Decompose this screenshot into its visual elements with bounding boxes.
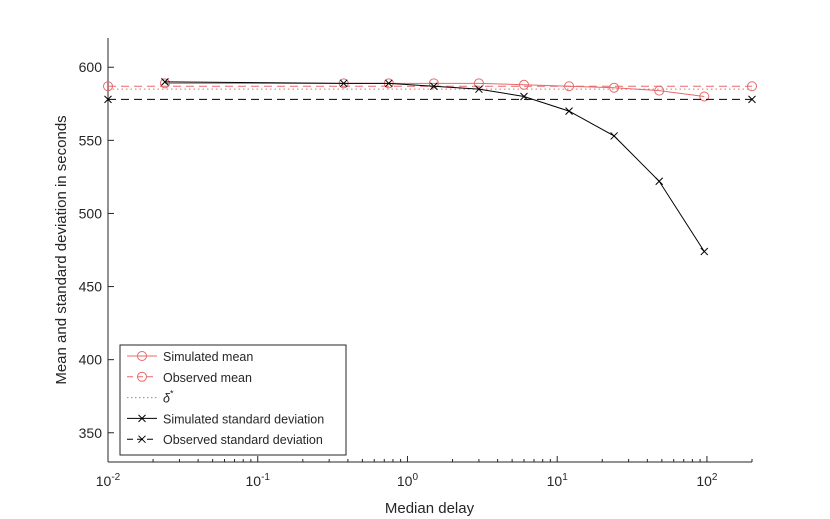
- plot-area: [107, 38, 752, 463]
- series-1: [103, 81, 757, 92]
- y-axis: 350 400 450 500 550 600: [79, 59, 114, 441]
- legend-marker: [138, 414, 146, 423]
- legend-label: Observed mean: [163, 371, 252, 385]
- series-line: [164, 81, 705, 252]
- y-tick-label: 400: [79, 352, 103, 368]
- y-axis-title: Mean and standard deviation in seconds: [53, 115, 70, 384]
- data-point: [520, 92, 528, 101]
- data-point: [747, 81, 757, 92]
- series-layer: [103, 78, 757, 256]
- x-tick-label: 100: [397, 472, 419, 489]
- data-point: [429, 82, 438, 91]
- data-point: [161, 78, 169, 86]
- x-axis: 10-2 10-1 100 101 102: [96, 456, 753, 489]
- legend-item: Simulated mean: [127, 350, 253, 364]
- data-point: [384, 79, 393, 88]
- legend-label: Observed standard deviation: [163, 433, 323, 447]
- y-tick-label: 450: [79, 279, 103, 295]
- data-point: [339, 79, 348, 88]
- legend-marker: [138, 435, 146, 444]
- data-point: [699, 91, 710, 102]
- legend-marker: [137, 371, 147, 382]
- legend-label: Simulated standard deviation: [163, 412, 324, 426]
- data-point: [475, 85, 483, 94]
- legend: Simulated mean Observed mean δ* Simulated s…: [119, 344, 347, 456]
- x-axis-title: Median delay: [385, 500, 475, 517]
- data-point: [610, 132, 618, 140]
- data-point: [104, 95, 112, 104]
- data-point: [428, 78, 439, 89]
- y-tick-label: 350: [79, 425, 103, 441]
- y-tick-label: 500: [79, 205, 103, 221]
- y-tick-label: 600: [79, 59, 103, 75]
- data-point: [159, 78, 170, 89]
- data-point: [518, 79, 529, 90]
- data-point: [103, 81, 113, 92]
- x-tick-label: 101: [547, 472, 569, 489]
- y-tick-label: 550: [79, 132, 103, 148]
- x-tick-label: 10-1: [245, 472, 270, 489]
- data-point: [565, 107, 573, 115]
- data-point: [748, 95, 756, 104]
- legend-item: δ*: [127, 389, 174, 406]
- legend-label: Simulated mean: [163, 350, 253, 364]
- data-point: [609, 82, 620, 93]
- legend-item: Observed standard deviation: [127, 433, 323, 447]
- data-point: [655, 177, 664, 186]
- x-tick-label: 10-2: [96, 472, 121, 489]
- legend-marker: [137, 351, 147, 361]
- data-point: [473, 78, 484, 89]
- legend-box: [119, 344, 347, 456]
- x-tick-label: 102: [696, 472, 718, 489]
- legend-item: Simulated standard deviation: [127, 412, 324, 426]
- legend-item: Observed mean: [127, 371, 252, 385]
- series-4: [104, 95, 756, 104]
- data-point: [700, 247, 709, 256]
- legend-label: δ*: [163, 389, 174, 406]
- series-3: [161, 78, 709, 256]
